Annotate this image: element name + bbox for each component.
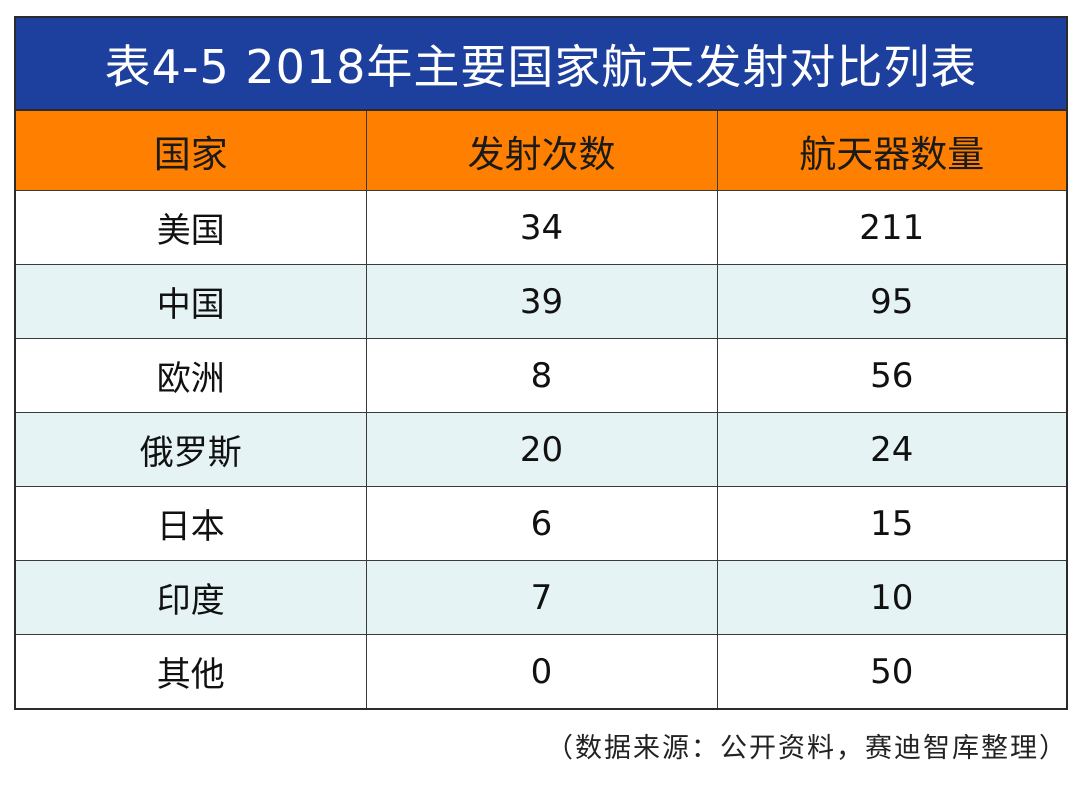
spacecraft-cell: 95 (716, 264, 1066, 339)
country-cell: 欧洲 (16, 338, 367, 413)
spacecraft-cell: 56 (716, 338, 1066, 413)
spacecraft-cell: 50 (716, 634, 1066, 708)
launches-cell: 0 (365, 634, 718, 708)
country-cell: 俄罗斯 (16, 412, 367, 487)
column-header-country: 国家 (16, 111, 367, 191)
launches-cell: 7 (365, 560, 718, 635)
country-cell: 印度 (16, 560, 367, 635)
table-title: 表4-5 2018年主要国家航天发射对比列表 (16, 18, 1066, 111)
table-row: 美国 34 211 (16, 190, 1066, 265)
launches-cell: 34 (365, 190, 718, 265)
country-cell: 中国 (16, 264, 367, 339)
header-row: 国家 发射次数 航天器数量 (16, 111, 1066, 191)
launches-cell: 8 (365, 338, 718, 413)
column-header-launches: 发射次数 (365, 111, 718, 191)
spacecraft-cell: 211 (716, 190, 1066, 265)
country-cell: 日本 (16, 486, 367, 561)
table-row: 中国 39 95 (16, 264, 1066, 339)
column-header-spacecraft: 航天器数量 (716, 111, 1066, 191)
launches-cell: 39 (365, 264, 718, 339)
table-row: 俄罗斯 20 24 (16, 412, 1066, 487)
table-row: 日本 6 15 (16, 486, 1066, 561)
spacecraft-cell: 15 (716, 486, 1066, 561)
table-row: 欧洲 8 56 (16, 338, 1066, 413)
spacecraft-cell: 24 (716, 412, 1066, 487)
launches-cell: 6 (365, 486, 718, 561)
table-frame: 表4-5 2018年主要国家航天发射对比列表 国家 发射次数 航天器数量 美国 … (14, 16, 1068, 710)
launches-cell: 20 (365, 412, 718, 487)
country-cell: 其他 (16, 634, 367, 708)
country-cell: 美国 (16, 190, 367, 265)
table-row: 其他 0 50 (16, 634, 1066, 708)
spacecraft-cell: 10 (716, 560, 1066, 635)
source-note: （数据来源：公开资料，赛迪智库整理） (546, 733, 1068, 764)
table-row: 印度 7 10 (16, 560, 1066, 635)
launch-comparison-table: 国家 发射次数 航天器数量 美国 34 211 中国 39 95 欧洲 8 56 (16, 111, 1066, 708)
